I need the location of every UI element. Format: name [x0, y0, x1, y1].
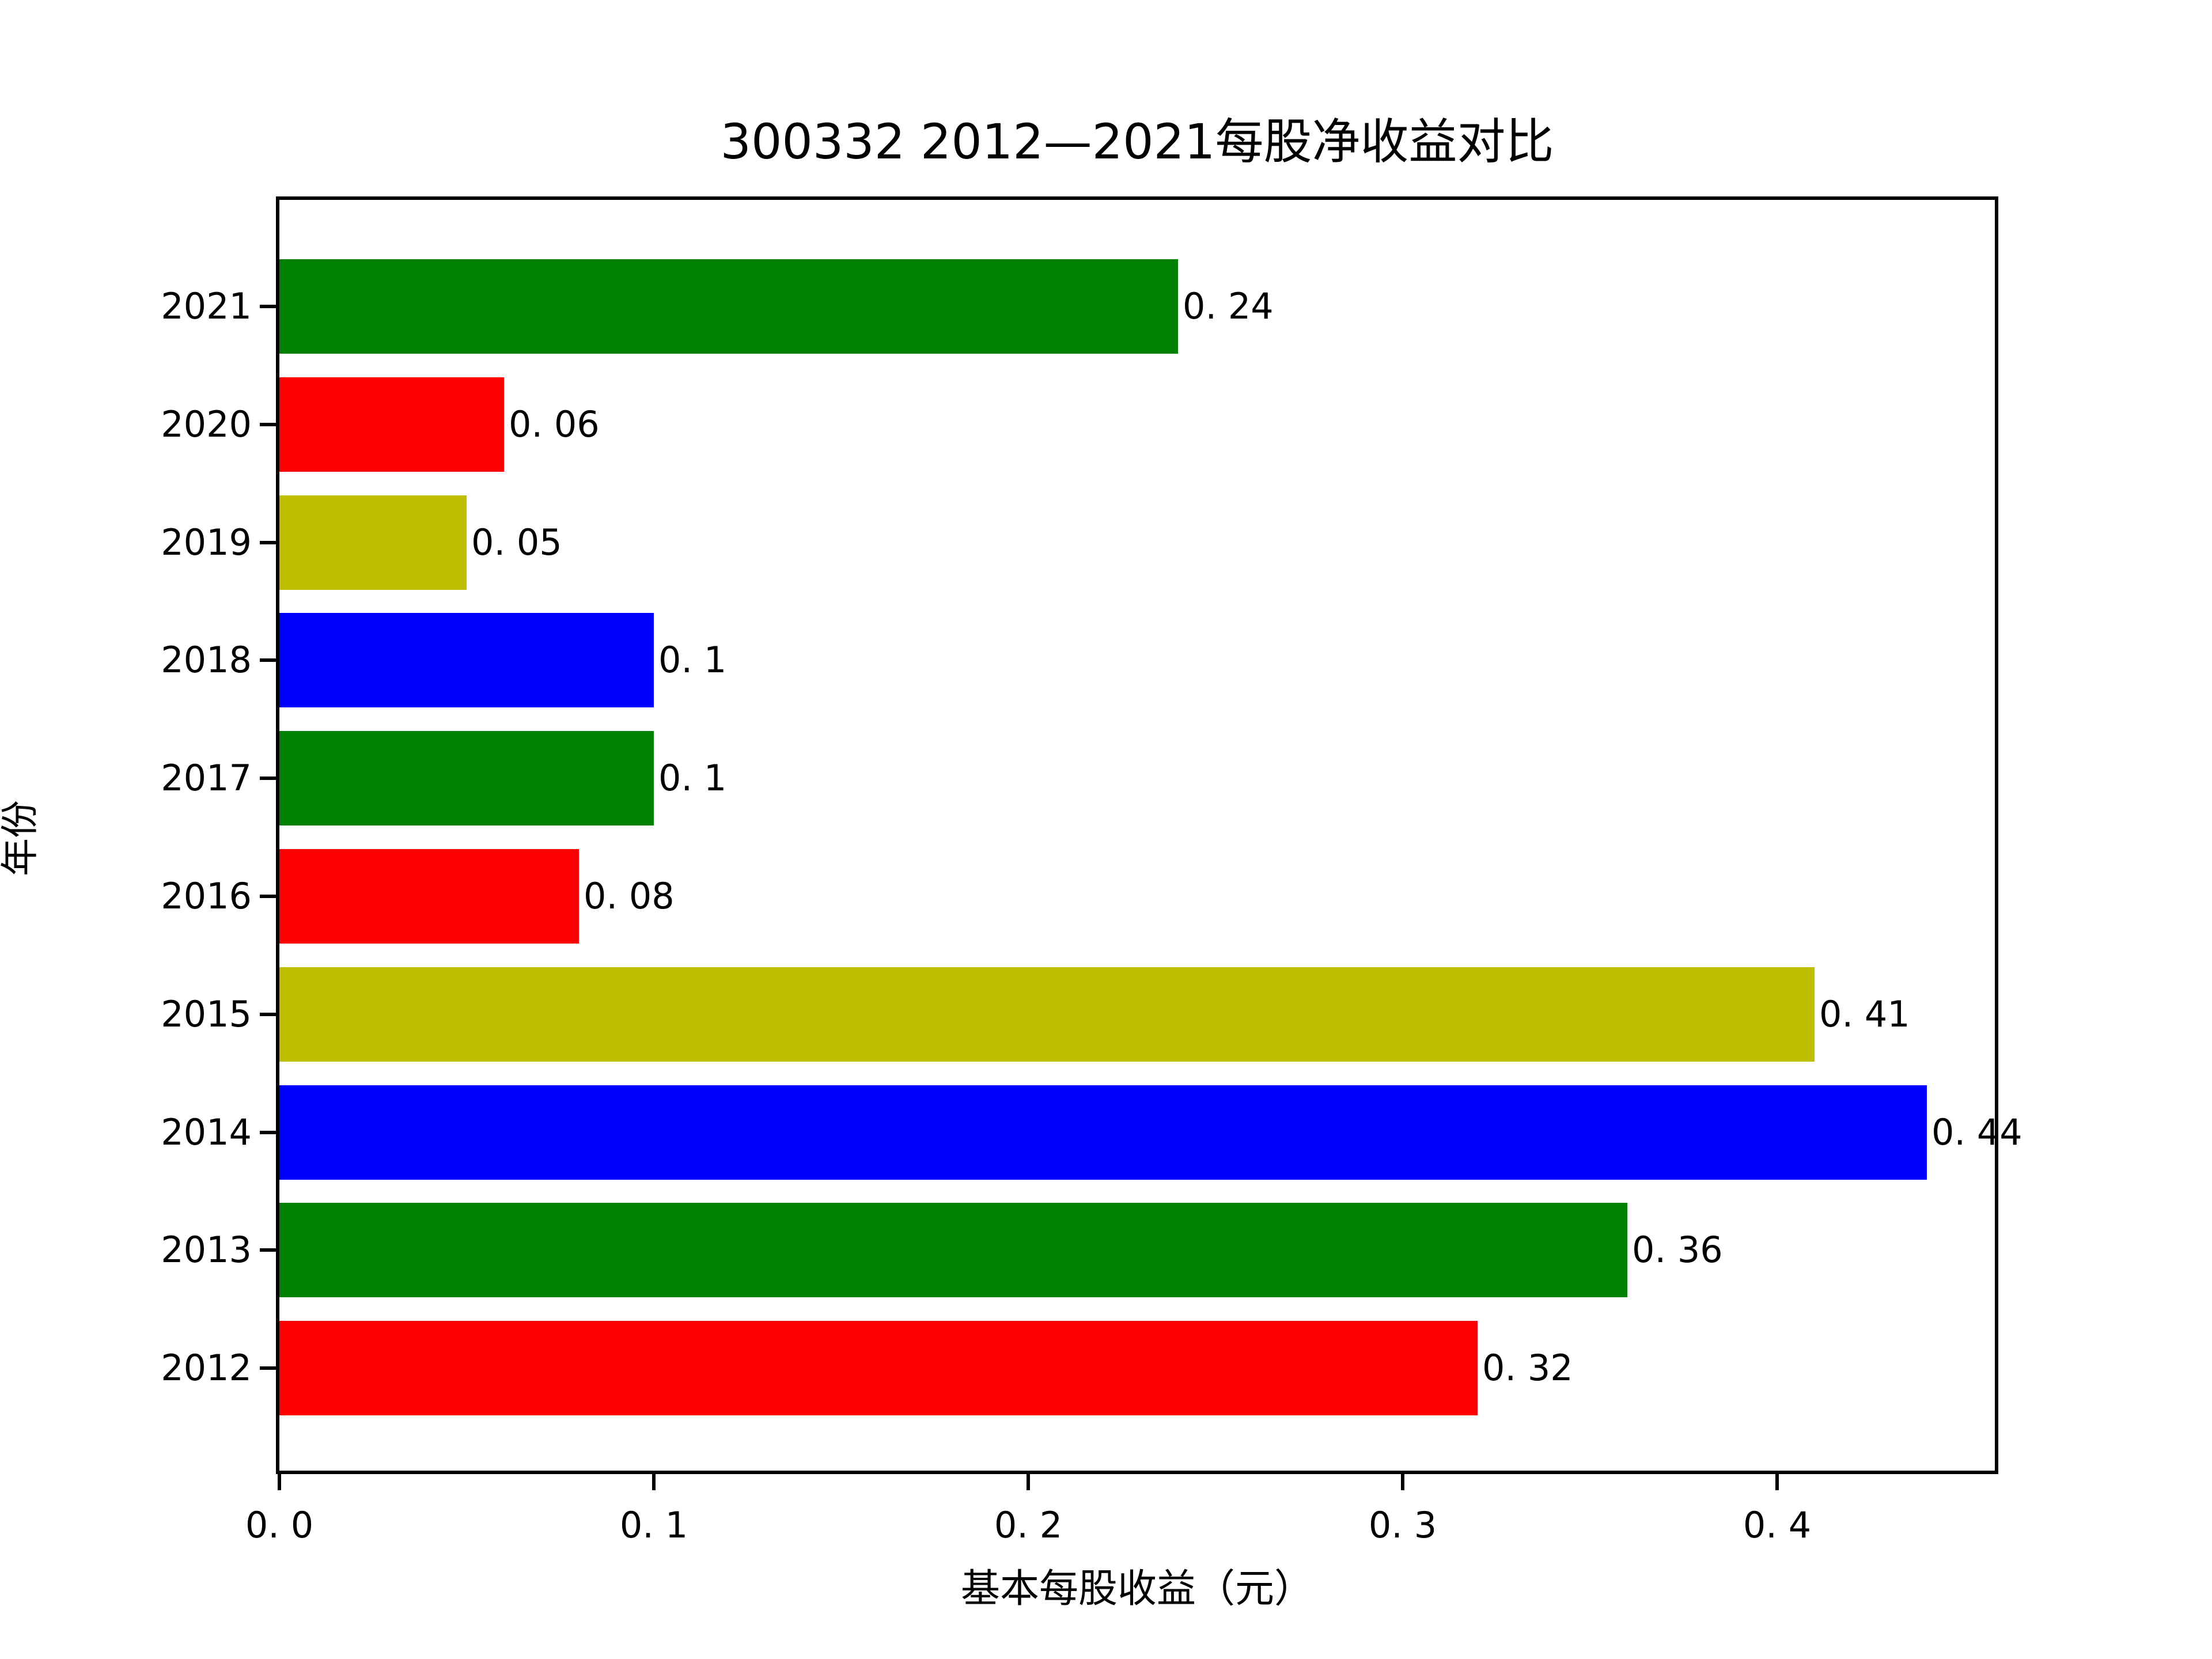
- y-tick-label-2020: 2020: [161, 403, 252, 445]
- x-tick-0. 3: [1401, 1474, 1404, 1490]
- value-label-2013: 0. 36: [1632, 1229, 1723, 1271]
- y-tick-label-2013: 2013: [161, 1229, 252, 1271]
- y-tick-label-2014: 2014: [161, 1111, 252, 1153]
- x-tick-label-0. 4: 0. 4: [1743, 1504, 1812, 1546]
- y-tick-label-2021: 2021: [161, 285, 252, 327]
- y-tick-label-2019: 2019: [161, 521, 252, 563]
- y-tick-label-2015: 2015: [161, 993, 252, 1035]
- bar-2021: [279, 259, 1178, 354]
- x-tick-0. 2: [1027, 1474, 1030, 1490]
- value-label-2012: 0. 32: [1482, 1347, 1573, 1389]
- plot-area: 0. 24 0. 06 0. 05 0. 1 0. 1 0. 08 0. 41 0. 44 0.…: [276, 196, 2022, 1474]
- y-tick-2021: [260, 305, 276, 308]
- y-tick-2020: [260, 422, 276, 426]
- bar-2013: [279, 1203, 1627, 1298]
- value-label-2018: 0. 1: [658, 639, 727, 681]
- y-tick-2014: [260, 1130, 276, 1134]
- x-axis-label: 基本每股收益（元）: [960, 1566, 1313, 1612]
- bar-2017: [279, 731, 654, 826]
- y-tick-2018: [260, 658, 276, 662]
- value-label-2016: 0. 08: [584, 875, 675, 917]
- chart-title: 300332 2012—2021每股净收益对比: [720, 113, 1554, 170]
- y-tick-2019: [260, 540, 276, 544]
- value-label-2021: 0. 24: [1183, 285, 1274, 327]
- bar-2019: [279, 495, 467, 590]
- y-axis-label: 年份: [0, 800, 42, 876]
- x-tick-0. 4: [1775, 1474, 1779, 1490]
- x-tick-label-0. 3: 0. 3: [1368, 1504, 1437, 1546]
- x-tick-0. 0: [278, 1474, 281, 1490]
- bar-2018: [279, 613, 654, 708]
- value-label-2015: 0. 41: [1819, 993, 1910, 1035]
- x-tick-label-0. 2: 0. 2: [994, 1504, 1063, 1546]
- y-tick-2012: [260, 1366, 276, 1370]
- y-tick-2016: [260, 895, 276, 898]
- y-tick-label-2012: 2012: [161, 1347, 252, 1389]
- x-tick-0. 1: [652, 1474, 656, 1490]
- value-label-2019: 0. 05: [471, 521, 562, 563]
- bar-2016: [279, 849, 579, 944]
- y-tick-2015: [260, 1012, 276, 1016]
- y-tick-label-2017: 2017: [161, 757, 252, 800]
- bar-2015: [279, 967, 1815, 1062]
- value-label-2017: 0. 1: [658, 757, 727, 800]
- bar-2014: [279, 1085, 1927, 1180]
- value-label-2020: 0. 06: [509, 403, 600, 445]
- y-tick-label-2016: 2016: [161, 875, 252, 917]
- bar-2020: [279, 377, 504, 472]
- x-tick-label-0. 0: 0. 0: [245, 1504, 314, 1546]
- x-tick-label-0. 1: 0. 1: [619, 1504, 688, 1546]
- bar-2012: [279, 1321, 1478, 1416]
- value-label-2014: 0. 44: [1931, 1111, 2022, 1153]
- y-tick-2013: [260, 1248, 276, 1252]
- y-tick-label-2018: 2018: [161, 639, 252, 681]
- y-tick-2017: [260, 777, 276, 781]
